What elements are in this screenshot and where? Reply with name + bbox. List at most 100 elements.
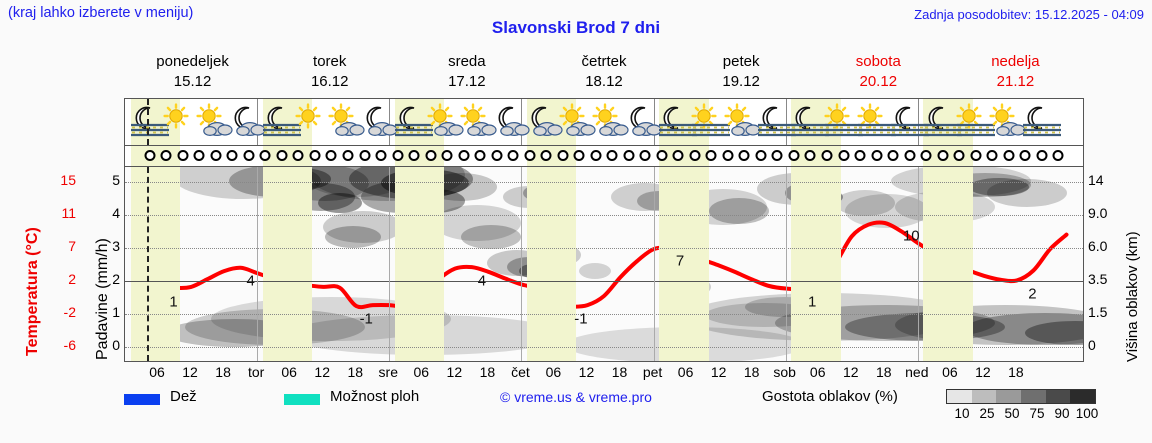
wind-marker-band: [124, 146, 1084, 166]
wind-marker-dot: [540, 150, 552, 161]
wind-marker-dot: [491, 150, 503, 161]
vertical-gridline: [389, 167, 391, 361]
wind-marker-dot: [375, 150, 387, 161]
day-header-row: ponedeljek 15.12 torek 16.12 sreda 17.12 četrt…: [124, 52, 1084, 94]
wind-marker-dot: [722, 150, 734, 161]
wind-marker-dot: [507, 150, 519, 161]
cloud-density-blob: [579, 263, 611, 279]
prectick-value: 0: [112, 337, 120, 354]
temperature-point-label: -1: [359, 310, 373, 328]
time-tick: 12: [578, 364, 595, 380]
cloud-density-blob: [845, 194, 929, 228]
cloud-density-blob: [1025, 321, 1083, 345]
cloud-height-axis-title-label: Višina oblakov (km): [1124, 231, 1141, 362]
time-tick: 18: [215, 364, 231, 380]
temptick-value: 2: [68, 271, 76, 288]
cloud-density-blob: [433, 205, 521, 241]
moon-cloud-icon: [229, 103, 269, 145]
wind-marker-dot: [1019, 150, 1031, 161]
wind-marker-dot: [904, 150, 916, 161]
moon-fog-icon: [923, 103, 963, 145]
temptick-value: -2: [63, 304, 76, 321]
wind-marker-dot: [788, 150, 800, 161]
wind-marker-dot: [243, 150, 255, 161]
density-scale-value: 50: [1004, 406, 1020, 421]
cloudtick-value: 9.0: [1088, 204, 1108, 221]
day-date: 18.12: [585, 73, 623, 90]
vertical-gridline: [521, 167, 523, 361]
weather-icon-band: [124, 98, 1084, 146]
cloud-density-blob: [461, 225, 521, 249]
wind-marker-dot: [1003, 150, 1015, 161]
day-date: 17.12: [448, 73, 486, 90]
density-swatch: [996, 390, 1022, 403]
time-tick: 06: [413, 364, 430, 380]
moon-fog-icon: [262, 103, 302, 145]
wind-marker-dot: [276, 150, 288, 161]
cloud-density-blob: [709, 198, 769, 224]
time-tick: 18: [347, 364, 364, 380]
wind-marker-dot: [557, 150, 569, 161]
sun-cloud-icon: [724, 103, 764, 145]
night-band: [262, 167, 313, 361]
moon-fog-icon: [890, 103, 930, 145]
temptick-value: 15: [60, 171, 76, 188]
wind-marker-dot: [210, 150, 222, 161]
moon-fog-icon: [394, 103, 434, 145]
night-band: [659, 167, 709, 361]
prectick-value: 4: [112, 204, 120, 221]
night-band: [526, 167, 577, 361]
time-tick: sob: [773, 364, 796, 380]
density-scale-value: 25: [979, 406, 995, 421]
moon-cloud-icon: [361, 103, 401, 145]
wind-marker-dot: [639, 150, 651, 161]
cloud-density-blob: [965, 313, 1083, 345]
time-tick: 18: [875, 364, 892, 380]
wind-marker-dot: [342, 150, 354, 161]
time-tick: 06: [677, 364, 694, 380]
vertical-gridline: [785, 167, 787, 361]
sun-cloud-icon: [989, 103, 1029, 145]
day-name: nedelja: [991, 53, 1040, 70]
sun-cloud-icon: [592, 103, 632, 145]
prectick-value: 2: [112, 271, 120, 288]
wind-marker-dot: [425, 150, 437, 161]
time-tick: 12: [446, 364, 463, 380]
copyright-link[interactable]: © vreme.us & vreme.pro: [500, 389, 652, 405]
wind-marker-dot: [1052, 150, 1064, 161]
horizontal-gridline: [125, 281, 1083, 283]
cloud-density-colorbar: [946, 389, 1096, 404]
wind-marker-dot: [524, 150, 536, 161]
horizontal-gridline: [125, 214, 1083, 216]
horizontal-gridline: [125, 314, 1083, 316]
day-separator: [521, 99, 523, 145]
time-tick: 06: [281, 364, 297, 380]
last-updated-text: Zadnja posodobitev: 15.12.2025 - 04:09: [914, 7, 1144, 22]
cloud-density-blob: [318, 193, 362, 213]
wind-marker-dot: [309, 150, 321, 161]
day-separator: [653, 99, 655, 145]
day-header-4: petek 19.12: [673, 52, 810, 94]
wind-marker-dot: [821, 150, 833, 161]
cloudtick-value: 3.5: [1088, 271, 1108, 288]
wind-marker-dot: [623, 150, 635, 161]
day-date: 16.12: [310, 73, 349, 90]
day-header-0: ponedeljek 15.12: [124, 52, 261, 94]
wind-marker-dot: [144, 150, 156, 161]
vertical-gridline: [653, 167, 655, 361]
time-tick: 06: [149, 364, 165, 380]
day-date: 15.12: [173, 73, 212, 90]
prectick-value: 5: [112, 171, 120, 188]
wind-marker-dot: [392, 150, 404, 161]
wind-marker-dot: [920, 150, 932, 161]
day-date: 21.12: [996, 73, 1035, 90]
time-tick: 18: [479, 364, 496, 380]
cloud-density-blob: [323, 211, 403, 243]
moon-cloud-icon: [526, 103, 566, 145]
day-date: 20.12: [859, 73, 898, 90]
wind-marker-dot: [193, 150, 205, 161]
time-tick: 06: [809, 364, 826, 380]
wind-marker-dot: [458, 150, 470, 161]
wind-marker-dot: [359, 150, 370, 161]
density-swatch: [1070, 390, 1096, 403]
